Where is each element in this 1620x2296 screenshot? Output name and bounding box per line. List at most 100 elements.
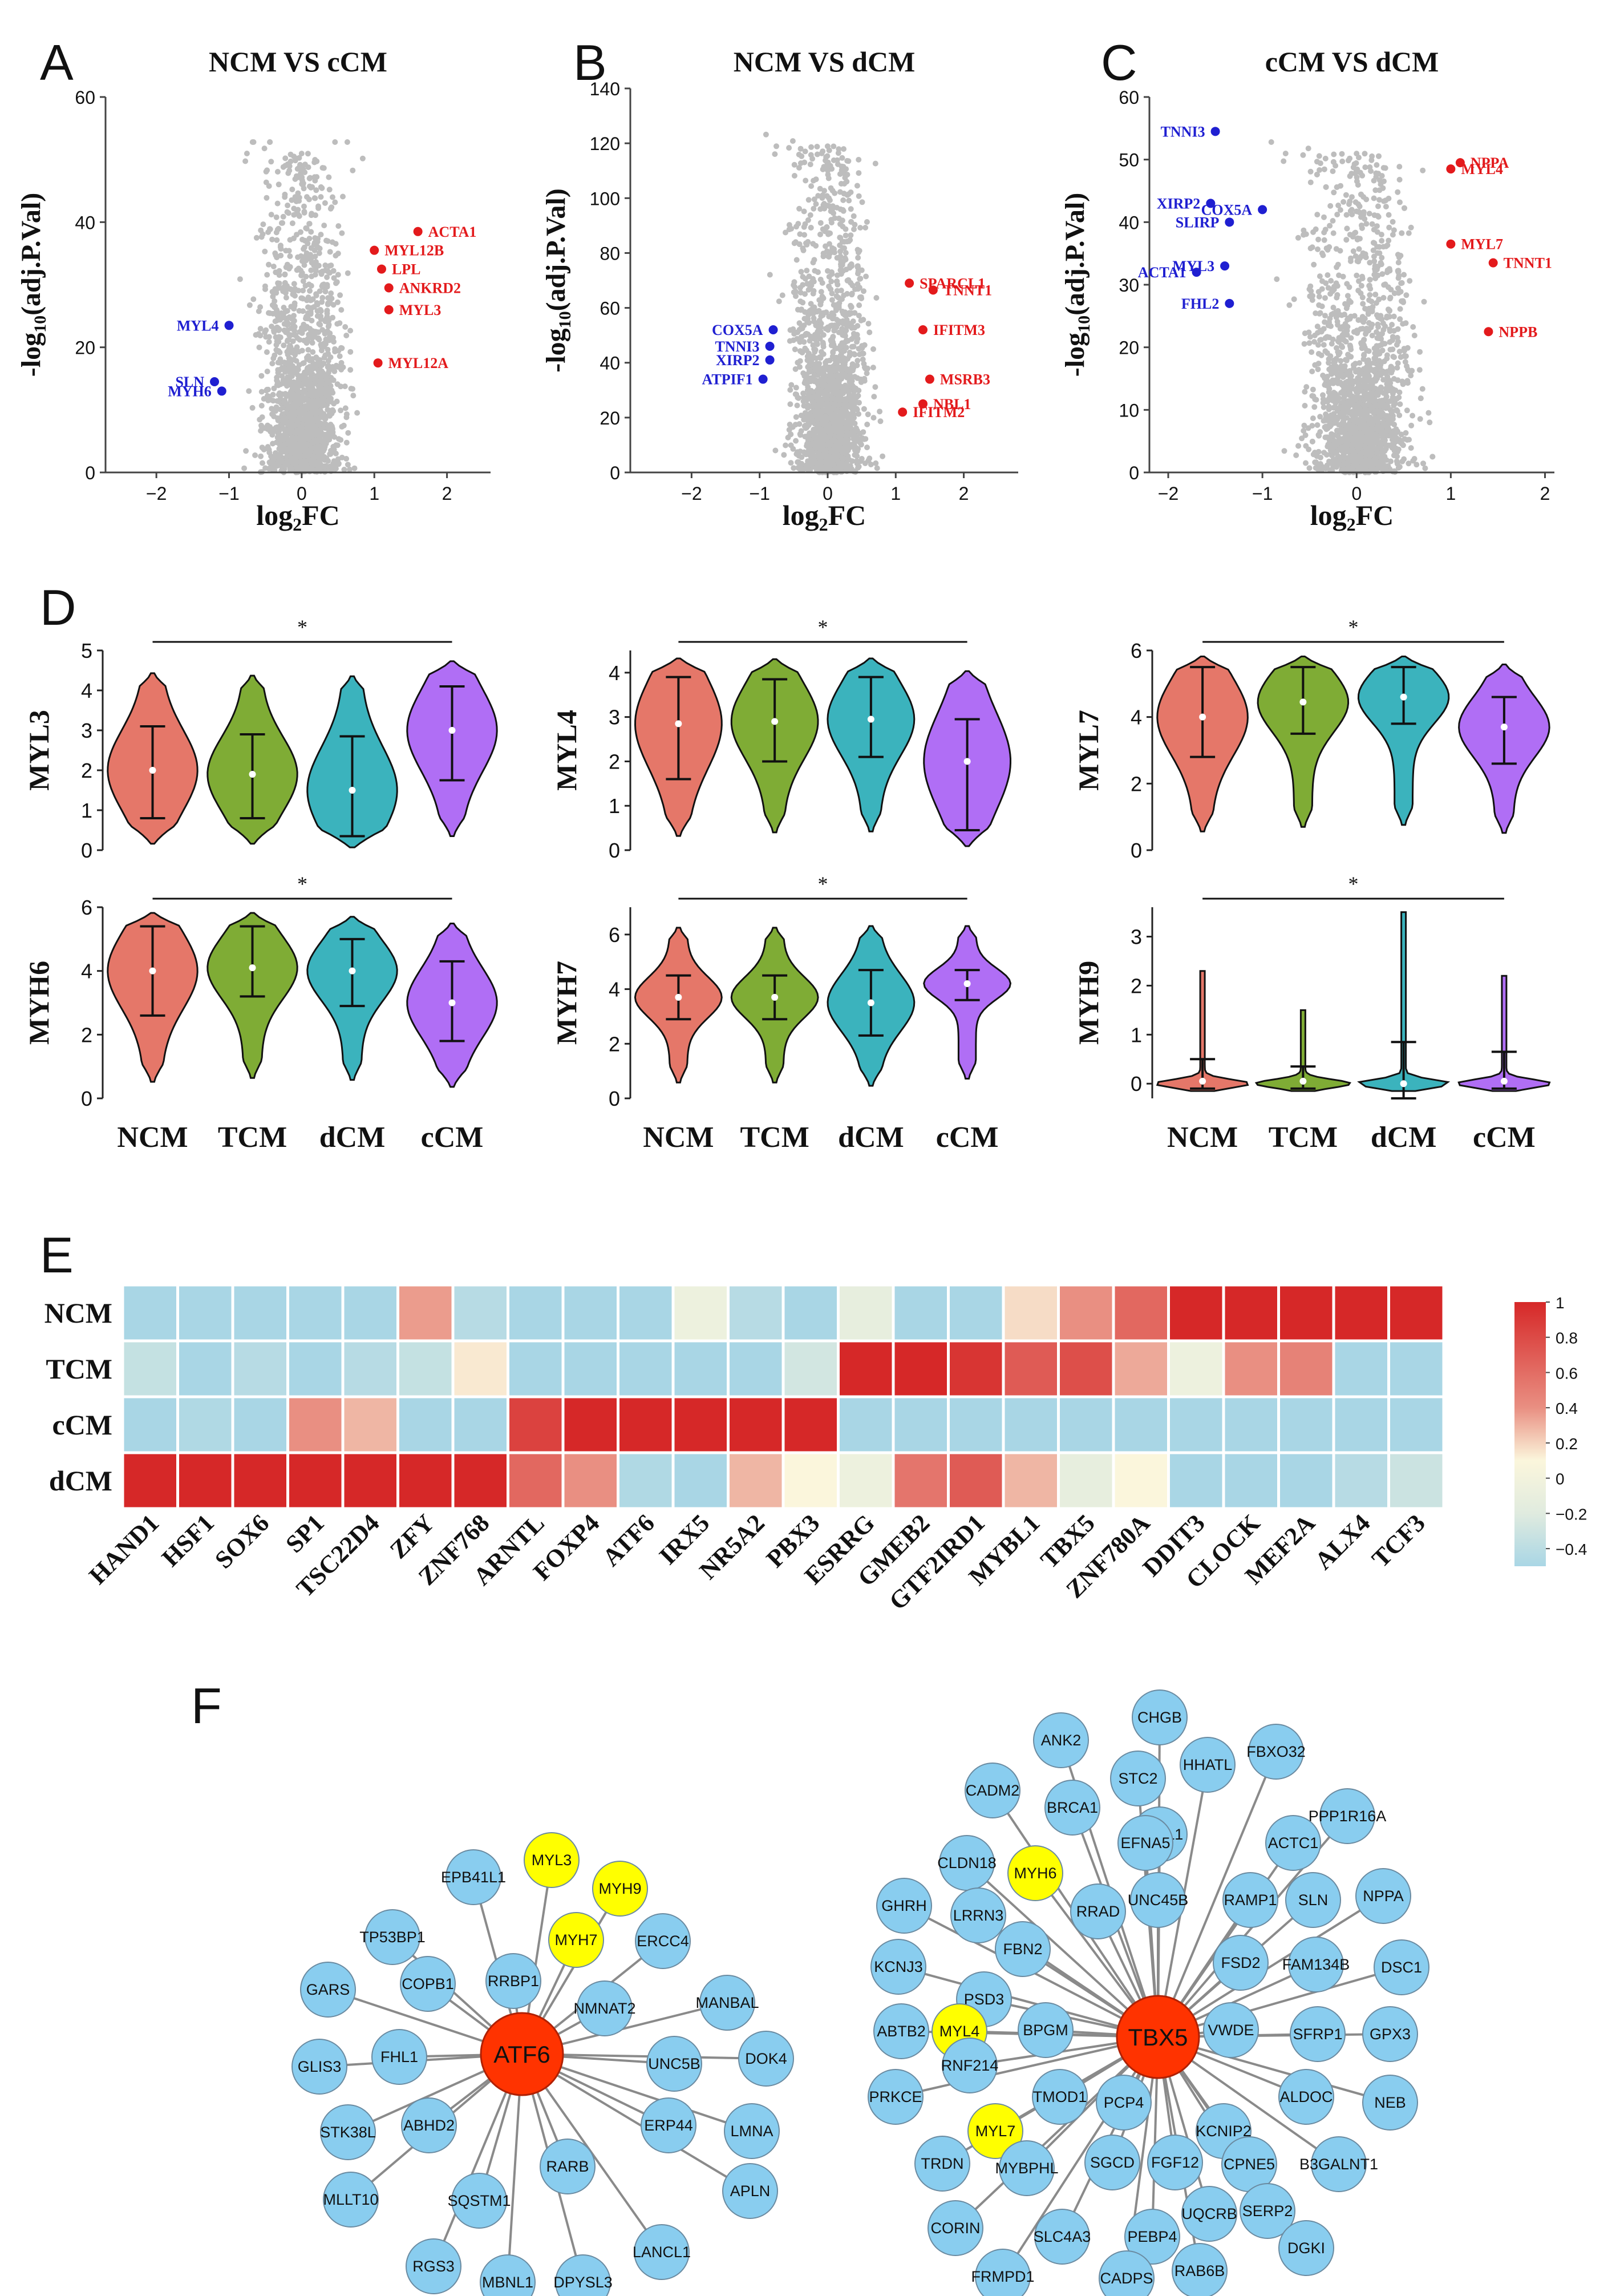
volcano-point (872, 160, 878, 167)
volcano-point (843, 256, 849, 262)
highlight-point-COX5A (768, 325, 778, 335)
volcano-point (291, 357, 297, 363)
volcano-point (337, 353, 343, 359)
volcano-point (839, 217, 845, 224)
volcano-point (292, 157, 298, 164)
volcano-point (813, 425, 820, 431)
volcano-point (873, 295, 880, 301)
volcano-point (269, 432, 276, 438)
volcano-point (842, 398, 848, 405)
volcano-point (296, 362, 302, 368)
volcano-point (871, 394, 877, 400)
volcano-point (826, 274, 832, 280)
volcano-point (347, 466, 353, 472)
volcano-point (843, 425, 849, 431)
volcano-point (252, 452, 258, 458)
volcano-point (779, 292, 785, 298)
volcano-point (293, 435, 299, 441)
volcano-point (270, 310, 276, 317)
volcano-point (310, 427, 316, 434)
volcano-point (820, 192, 826, 199)
volcano-point (320, 463, 326, 470)
volcano-point (840, 197, 847, 203)
volcano-point (832, 367, 839, 373)
volcano-point (313, 292, 319, 298)
volcano-point (845, 158, 852, 164)
volcano-point (850, 318, 856, 325)
volcano-point (835, 389, 841, 395)
volcano-point (1371, 258, 1378, 264)
volcano-point (1309, 369, 1315, 374)
volcano-point (843, 345, 849, 351)
volcano-point (838, 258, 844, 264)
volcano-point (260, 445, 266, 451)
volcano-point (803, 177, 809, 184)
volcano-point (805, 436, 812, 443)
volcano-point (259, 414, 265, 421)
volcano-point (281, 342, 287, 349)
gene-label: MYL4 (177, 317, 219, 334)
volcano-point (1301, 341, 1307, 347)
volcano-point (844, 324, 850, 330)
gene-label: TNNI3 (715, 338, 760, 355)
volcano-point (835, 302, 841, 308)
volcano-point (870, 365, 876, 371)
volcano-point (291, 324, 298, 330)
volcano-point (263, 334, 269, 340)
volcano-point (250, 296, 257, 302)
volcano-point (257, 326, 264, 332)
volcano-point (287, 158, 294, 164)
volcano-point (837, 357, 843, 363)
volcano-point (342, 324, 349, 330)
volcano-point (793, 224, 799, 230)
volcano-point (1293, 452, 1299, 458)
volcano-point (808, 183, 815, 189)
volcano-point (1369, 333, 1375, 339)
volcano-point (788, 382, 795, 388)
volcano-point (262, 465, 269, 471)
volcano-point (837, 235, 843, 241)
volcano-point (1322, 319, 1328, 325)
volcano-point (269, 406, 275, 412)
volcano-point (340, 193, 346, 200)
volcano-point (287, 438, 293, 444)
volcano-point (872, 384, 878, 390)
volcano-point (315, 203, 321, 209)
volcano-point (1367, 164, 1373, 170)
volcano-point (1331, 359, 1337, 366)
volcano-point (320, 370, 326, 376)
volcano-point (1340, 199, 1347, 205)
volcano-point (295, 190, 301, 196)
volcano-point (327, 413, 333, 419)
volcano-point (307, 288, 313, 294)
volcano-point (276, 399, 282, 405)
volcano-point (840, 318, 846, 324)
volcano-point (797, 298, 804, 305)
y-tick-label: 0 (85, 463, 95, 483)
volcano-point (799, 454, 805, 460)
volcano-point (854, 335, 861, 342)
volcano-point (836, 434, 842, 440)
volcano-point (258, 403, 265, 409)
volcano-point (292, 459, 298, 465)
volcano-point (289, 450, 295, 456)
volcano-point (1339, 151, 1345, 157)
volcano-point (854, 362, 860, 369)
volcano-point (791, 465, 797, 471)
volcano-point (313, 376, 318, 382)
volcano-point (848, 206, 854, 212)
volcano-point (801, 339, 807, 345)
volcano-point (315, 361, 321, 367)
volcano-point (1406, 230, 1412, 236)
volcano-point (308, 297, 314, 303)
volcano-point (329, 296, 335, 302)
volcano-point (354, 410, 361, 416)
volcano-point (840, 418, 847, 425)
volcano-point (343, 333, 350, 338)
volcano-point (1401, 456, 1407, 462)
volcano-point (1349, 194, 1355, 200)
volcano-point (306, 196, 312, 203)
volcano-point (812, 393, 818, 399)
volcano-point (1335, 338, 1341, 344)
volcano-point (324, 308, 330, 314)
